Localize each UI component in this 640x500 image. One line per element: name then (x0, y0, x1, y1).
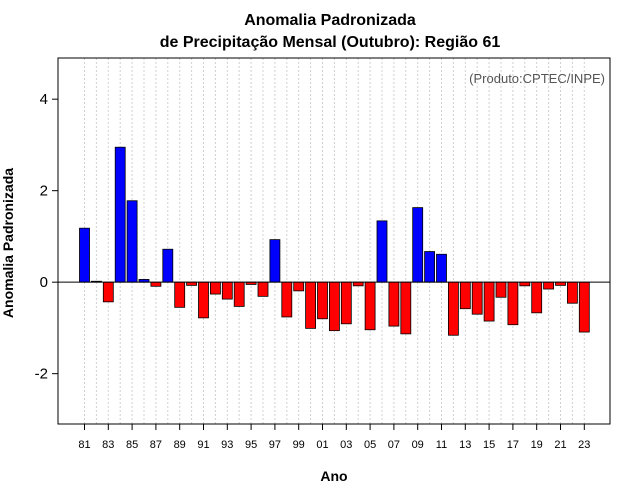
bar-2004 (352, 281, 364, 287)
bar-2022 (567, 281, 578, 304)
bar-2019 (531, 281, 543, 314)
x-tick-label: 97 (269, 439, 281, 451)
bar-2006 (376, 220, 388, 283)
bar-1998 (281, 281, 293, 318)
bar-1984 (114, 146, 126, 283)
x-tick-label: 91 (197, 439, 209, 451)
chart-title-line2: de Precipitação Mensal (Outubro): Região… (160, 34, 501, 51)
x-tick-label: 13 (459, 439, 471, 451)
x-tick-label: 11 (436, 439, 447, 451)
bar-2014 (471, 281, 483, 315)
x-tick-label: 03 (340, 439, 352, 451)
x-tick-label: 81 (78, 439, 90, 451)
vertical-grid (84, 58, 585, 424)
bar-1997 (269, 239, 281, 283)
x-tick-label: 05 (364, 439, 376, 451)
x-tick-label: 19 (531, 439, 543, 451)
bar-1996 (257, 281, 269, 297)
x-tick-label: 01 (316, 439, 328, 451)
bar-1983 (102, 281, 114, 303)
bar-1992 (209, 281, 221, 295)
bar-2020 (543, 281, 554, 290)
x-tick-label: 99 (293, 439, 305, 451)
bar-1985 (126, 200, 138, 283)
plot-frame (57, 57, 611, 425)
x-tick-label: 87 (150, 439, 162, 451)
x-tick-label: 07 (388, 439, 400, 451)
bar-1999 (293, 281, 305, 292)
y-tick-label: 2 (40, 183, 48, 200)
x-tick-label: 83 (102, 439, 114, 451)
y-tick-label: -2 (35, 366, 48, 383)
x-tick-label: 85 (126, 439, 138, 451)
bar-2012 (447, 281, 459, 336)
bar-2013 (459, 281, 471, 310)
x-tick-label: 15 (483, 439, 495, 451)
bar-1991 (198, 281, 209, 319)
x-tick-label: 23 (578, 439, 590, 451)
y-tick-label: 4 (40, 91, 48, 108)
x-tick-label: 21 (554, 439, 566, 451)
y-tick-label: 0 (40, 274, 48, 291)
x-tick-label: 17 (507, 439, 519, 451)
x-tick-label: 93 (221, 439, 233, 451)
bar-2001 (317, 281, 328, 320)
bar-1993 (221, 281, 233, 300)
bars (79, 146, 590, 336)
bar-2023 (578, 281, 590, 333)
bar-2008 (400, 281, 412, 335)
bar-2017 (507, 281, 519, 326)
x-tick-label: 89 (174, 439, 186, 451)
chart-title-line1: Anomalia Padronizada (244, 12, 416, 29)
bar-2005 (364, 281, 376, 331)
x-axis: 81 83 85 87 89 91 93 95 97 99 01 03 05 07 09 11 13 15 17 19… (78, 424, 590, 451)
bar-1994 (233, 281, 245, 307)
bar-2000 (305, 281, 317, 329)
bar-2003 (340, 281, 352, 325)
bar-2010 (424, 251, 436, 283)
y-axis-label: Anomalia Padronizada (0, 168, 16, 318)
y-axis: -2 0 2 4 (35, 91, 58, 383)
x-tick-label: 95 (245, 439, 257, 451)
bar-2009 (412, 207, 424, 283)
bar-2015 (483, 281, 495, 322)
bar-2018 (519, 281, 531, 287)
bar-1988 (162, 248, 174, 283)
bar-1987 (150, 281, 162, 287)
bar-2007 (388, 281, 400, 327)
x-tick-label: 09 (412, 439, 424, 451)
bar-1989 (174, 281, 186, 308)
x-axis-label: Ano (320, 468, 347, 484)
bar-1981 (79, 227, 90, 283)
bar-2002 (328, 281, 340, 332)
source-annotation: (Produto:CPTEC/INPE) (469, 71, 605, 86)
bar-2016 (495, 281, 507, 298)
bar-2011 (436, 253, 447, 283)
